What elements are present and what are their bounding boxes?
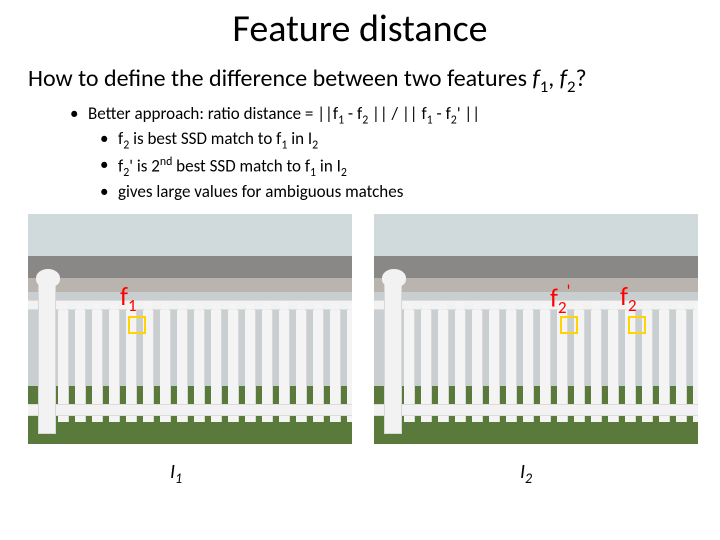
scene-sky — [28, 214, 352, 256]
fence-rail-bottom — [374, 404, 698, 416]
bm-a: Better approach: ratio distance = ||f — [88, 103, 338, 124]
sub-bullet-3: gives large values for ambiguous matches — [70, 181, 720, 204]
fence-post — [384, 284, 402, 434]
caption-i2-sub: 2 — [525, 470, 532, 487]
sb2-nd: nd — [160, 155, 173, 169]
scene-road — [28, 256, 352, 278]
marker-f2-prime — [560, 316, 578, 334]
image-i2: f2' f2 — [374, 214, 698, 444]
sub-bullet-2: f2' is 2nd best SSD match to f1 in I2 — [70, 154, 720, 181]
bm-c: || / || f — [368, 103, 426, 124]
label-f2-f: f — [620, 280, 628, 312]
sb1-b: is best SSD match to f — [129, 128, 281, 149]
question-text-mid: , — [548, 64, 559, 93]
caption-i1-sub: 1 — [175, 470, 182, 487]
scene-beam — [374, 278, 698, 292]
scene-beam — [28, 278, 352, 292]
caption-i2: I2 — [520, 460, 532, 487]
label-f2-sub: 2 — [628, 295, 637, 316]
bullet-main: Better approach: ratio distance = ||f1 -… — [70, 103, 720, 128]
caption-i1: I1 — [170, 460, 182, 487]
question-line: How to define the difference between two… — [0, 52, 720, 103]
sub-bullet-1: f2 is best SSD match to f1 in I2 — [70, 128, 720, 153]
label-f2p-f: f — [550, 281, 558, 313]
label-f1: f1 — [120, 280, 137, 316]
images-area: f1 f2' f2 I1 I2 — [0, 214, 720, 514]
sb2-b: ' is 2 — [129, 155, 160, 176]
bm-e: ' || — [457, 103, 480, 124]
label-f2: f2 — [620, 280, 637, 316]
question-text-suffix: ? — [575, 64, 586, 93]
sb1-s2b: 2 — [312, 139, 318, 153]
sb1-c: in I — [287, 128, 312, 149]
bm-d: - f — [433, 103, 451, 124]
sb2-c: best SSD match to f — [172, 155, 310, 176]
bm-b: - f — [344, 103, 362, 124]
marker-f1 — [128, 316, 146, 334]
label-f2p-prime: ' — [567, 280, 571, 302]
slide-title: Feature distance — [0, 0, 720, 52]
question-text-a: How to define the difference between two… — [28, 64, 532, 93]
fence-rail-bottom — [28, 404, 352, 416]
question-f1-sub: 1 — [540, 76, 549, 97]
label-f1-sub: 1 — [128, 295, 137, 316]
bullet-list: Better approach: ratio distance = ||f1 -… — [0, 103, 720, 204]
sb2-d: in I — [316, 155, 341, 176]
scene-road — [374, 256, 698, 278]
question-f2: f — [560, 64, 567, 93]
fence-post — [38, 284, 56, 434]
image-i1: f1 — [28, 214, 352, 444]
sb2-s2b: 2 — [341, 166, 347, 180]
label-f2-prime: f2' — [550, 280, 571, 318]
label-f1-f: f — [120, 280, 128, 312]
label-f2p-sub: 2 — [558, 297, 567, 318]
scene-sky — [374, 214, 698, 256]
question-f1: f — [532, 64, 539, 93]
marker-f2 — [628, 316, 646, 334]
